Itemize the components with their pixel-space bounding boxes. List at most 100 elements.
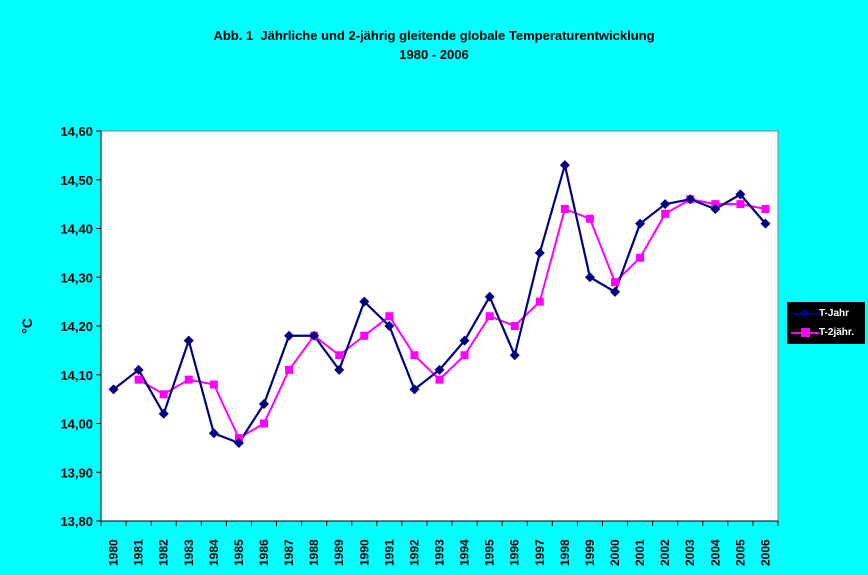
data-point-t-2jaehr: [560, 205, 569, 213]
data-point-t-jahr: [434, 364, 445, 375]
y-axis-label: °C: [19, 318, 35, 334]
x-tick-label: 1989: [332, 539, 346, 566]
legend-item-t-jahr: T-Jahr: [788, 306, 866, 322]
data-point-t-2jaehr: [410, 351, 419, 360]
x-ticks: 1980 1981 1982 1983 1984 1985 1986 1987 1988 1989…: [100, 521, 779, 566]
data-point-t-2jaehr: [184, 375, 193, 384]
data-point-t-2jaehr: [134, 375, 143, 384]
data-point-t-jahr: [559, 160, 570, 171]
x-tick-label: 1995: [483, 539, 497, 566]
x-tick-label: 1985: [232, 539, 246, 566]
x-tick-label: 1988: [307, 539, 321, 566]
data-point-t-jahr: [108, 384, 119, 395]
data-point-t-jahr: [584, 272, 595, 283]
x-tick-label: 2006: [758, 539, 772, 566]
y-tick-label: 14,10: [60, 368, 93, 383]
data-point-t-2jaehr: [385, 312, 394, 321]
x-tick-label: 1990: [357, 539, 371, 566]
x-tick-label: 1981: [132, 539, 146, 566]
data-point-t-2jaehr: [510, 322, 519, 330]
data-point-t-2jaehr: [285, 365, 294, 374]
data-point-t-2jaehr: [535, 297, 544, 306]
data-point-t-jahr: [258, 399, 269, 409]
x-tick-label: 1980: [107, 539, 121, 566]
data-point-t-jahr: [133, 364, 144, 375]
plot-area: [100, 130, 779, 522]
legend-marker-diamond-icon: [799, 308, 810, 319]
data-point-t-jahr: [484, 291, 495, 302]
data-point-t-2jaehr: [736, 200, 745, 209]
series-layer: [108, 160, 771, 448]
data-point-t-jahr: [760, 218, 771, 229]
x-tick-label: 2000: [608, 539, 622, 566]
x-tick-label: 2005: [733, 539, 747, 566]
data-point-t-jahr: [233, 438, 244, 448]
data-point-t-jahr: [359, 296, 370, 307]
x-tick-label: 1996: [508, 539, 522, 566]
legend-label-t-2jaehr: T-2jähr.: [819, 327, 855, 338]
chart-title-line2: 1980 - 2006: [399, 47, 469, 62]
data-point-t-jahr: [660, 199, 671, 210]
data-point-t-jahr: [735, 189, 746, 200]
x-tick-label: 1993: [433, 539, 447, 566]
data-point-t-jahr: [309, 330, 320, 341]
data-point-t-jahr: [635, 218, 646, 229]
x-tick-label: 1983: [182, 539, 196, 566]
x-tick-label: 1997: [533, 539, 547, 566]
x-tick-label: 1986: [257, 539, 271, 566]
x-tick-label: 2001: [633, 539, 647, 566]
chart-title: Abb. 1 Jährliche und 2-jährig gleitende …: [0, 26, 868, 64]
data-point-t-2jaehr: [209, 380, 218, 389]
x-tick-label: 2004: [708, 539, 722, 566]
data-point-t-2jaehr: [159, 390, 168, 399]
data-point-t-2jaehr: [585, 214, 594, 223]
data-point-t-2jaehr: [460, 351, 469, 360]
legend-label-t-jahr: T-Jahr: [819, 308, 850, 319]
x-tick-label: 1987: [282, 539, 296, 566]
data-point-t-jahr: [183, 335, 194, 346]
y-tick-label: 14,50: [60, 173, 93, 188]
data-point-t-jahr: [284, 330, 295, 341]
y-tick-label: 14,20: [60, 319, 93, 334]
x-tick-label: 1992: [407, 539, 421, 566]
y-tick-label: 14,60: [60, 124, 93, 139]
x-tick-label: 2002: [658, 539, 672, 566]
y-tick-label: 14,40: [60, 222, 93, 237]
data-point-t-jahr: [459, 335, 470, 346]
data-point-t-jahr: [610, 286, 621, 297]
data-point-t-2jaehr: [761, 205, 770, 213]
chart-title-line1: Abb. 1 Jährliche und 2-jährig gleitende …: [213, 28, 655, 43]
x-tick-label: 2003: [683, 539, 697, 566]
data-point-t-jahr: [384, 321, 395, 331]
data-point-t-2jaehr: [259, 419, 268, 428]
legend-item-t-2jaehr: T-2jähr.: [788, 325, 866, 341]
data-point-t-jahr: [534, 247, 545, 258]
y-tick-label: 13,90: [60, 465, 93, 480]
x-tick-label: 1998: [558, 539, 572, 566]
data-point-t-jahr: [158, 408, 169, 419]
x-tick-label: 1991: [382, 539, 396, 566]
data-point-t-2jaehr: [435, 375, 444, 384]
x-tick-label: 1984: [207, 539, 221, 566]
data-point-t-jahr: [208, 428, 219, 439]
data-point-t-jahr: [334, 364, 345, 375]
data-point-t-2jaehr: [661, 209, 670, 218]
y-tick-label: 14,00: [60, 417, 93, 432]
y-tick-label: 13,80: [60, 514, 93, 529]
legend: T-Jahr T-2jähr.: [787, 302, 865, 344]
x-tick-label: 1999: [583, 539, 597, 566]
data-point-t-2jaehr: [360, 331, 369, 340]
x-tick-label: 1982: [157, 539, 171, 566]
data-point-t-jahr: [509, 350, 520, 361]
data-point-t-2jaehr: [485, 312, 494, 321]
data-point-t-jahr: [685, 194, 696, 205]
data-point-t-jahr: [710, 204, 721, 214]
y-tick-label: 14,30: [60, 270, 93, 285]
y-ticks: 13,80 13,90 14,00 14,10 14,20 14,30 14,40 14,50…: [60, 124, 101, 529]
data-point-t-jahr: [409, 384, 420, 395]
data-point-t-2jaehr: [636, 253, 645, 262]
data-point-t-2jaehr: [335, 351, 344, 360]
data-point-t-2jaehr: [611, 278, 620, 287]
x-tick-label: 1994: [458, 539, 472, 566]
